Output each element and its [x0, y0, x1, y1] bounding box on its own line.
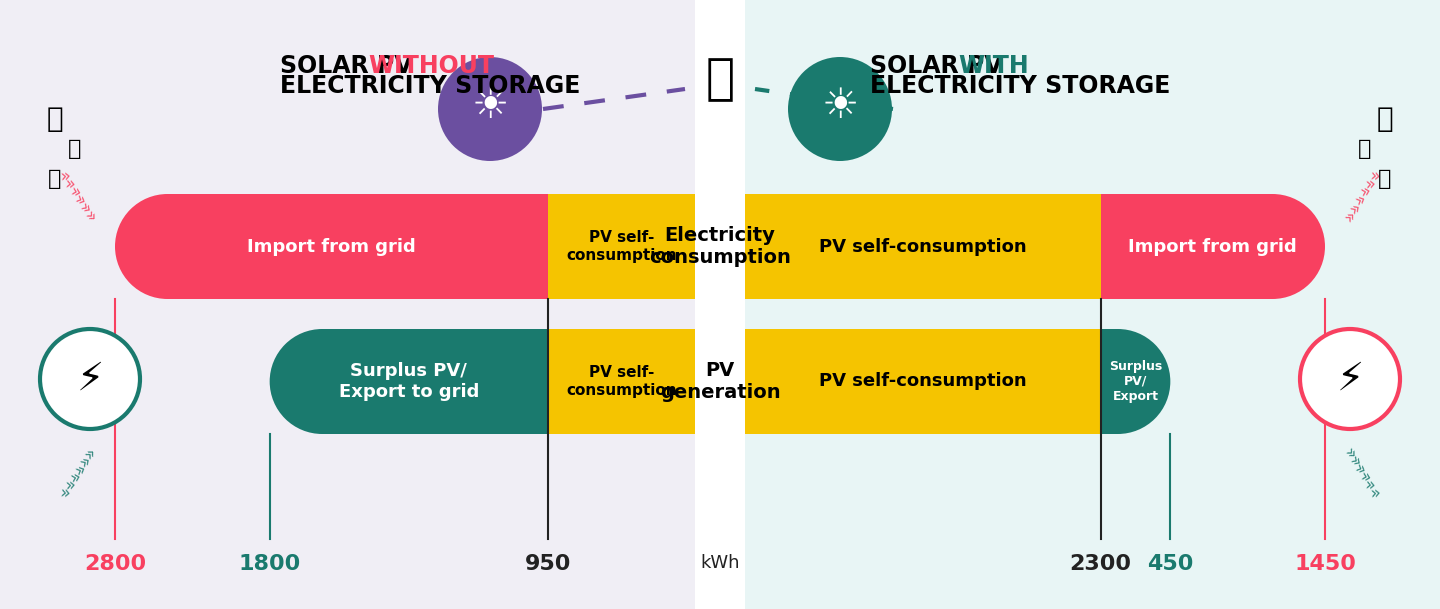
- Text: »: »: [1341, 206, 1359, 227]
- Text: WITH: WITH: [958, 54, 1028, 78]
- Text: Surplus
PV/
Export: Surplus PV/ Export: [1109, 360, 1162, 403]
- Bar: [744, 194, 1100, 299]
- Text: PV self-consumption: PV self-consumption: [819, 238, 1027, 256]
- Circle shape: [269, 329, 374, 434]
- Text: 2300: 2300: [1070, 554, 1132, 574]
- Text: »: »: [1341, 444, 1359, 464]
- Circle shape: [1066, 329, 1171, 434]
- Text: »: »: [76, 452, 95, 473]
- Text: 1450: 1450: [1295, 554, 1356, 574]
- Text: PV
generation: PV generation: [660, 361, 780, 402]
- Text: »: »: [59, 167, 71, 186]
- Text: ELECTRICITY STORAGE: ELECTRICITY STORAGE: [870, 74, 1171, 98]
- Text: 950: 950: [524, 554, 572, 574]
- FancyBboxPatch shape: [744, 0, 1440, 609]
- Text: Electricity
consumption: Electricity consumption: [649, 226, 791, 267]
- Text: »: »: [1345, 198, 1364, 219]
- Text: ☀: ☀: [471, 85, 508, 127]
- Text: 450: 450: [1148, 554, 1194, 574]
- Bar: [549, 329, 696, 434]
- Text: »: »: [76, 198, 95, 219]
- Text: »: »: [1358, 183, 1372, 203]
- Text: ELECTRICITY STORAGE: ELECTRICITY STORAGE: [279, 74, 580, 98]
- Circle shape: [788, 57, 891, 161]
- Bar: [323, 329, 696, 434]
- Text: »: »: [1352, 460, 1368, 481]
- Text: WITHOUT: WITHOUT: [369, 54, 494, 78]
- Text: 💡: 💡: [1358, 139, 1372, 159]
- Text: 2800: 2800: [84, 554, 145, 574]
- Bar: [744, 329, 1100, 434]
- Text: »: »: [1369, 485, 1381, 504]
- Text: ☀: ☀: [821, 85, 858, 127]
- Text: 📺: 📺: [46, 105, 63, 133]
- Circle shape: [40, 329, 140, 429]
- Circle shape: [1300, 329, 1400, 429]
- Text: PV self-
consumption: PV self- consumption: [566, 365, 677, 398]
- Bar: [167, 194, 696, 299]
- Text: »: »: [1369, 167, 1381, 186]
- Text: »: »: [1345, 452, 1364, 473]
- Text: PV self-consumption: PV self-consumption: [819, 373, 1027, 390]
- Bar: [744, 194, 1273, 299]
- Text: Surplus PV/
Export to grid: Surplus PV/ Export to grid: [338, 362, 480, 401]
- Text: 📺: 📺: [1377, 105, 1394, 133]
- Text: »: »: [81, 206, 99, 227]
- Circle shape: [438, 57, 541, 161]
- Text: 💡: 💡: [68, 139, 82, 159]
- Text: PV self-
consumption: PV self- consumption: [566, 230, 677, 262]
- Text: 1800: 1800: [239, 554, 301, 574]
- Text: »: »: [68, 183, 82, 203]
- Text: »: »: [1364, 175, 1375, 194]
- Text: 🔌: 🔌: [49, 169, 62, 189]
- Text: Import from grid: Import from grid: [248, 238, 416, 256]
- Text: SOLAR PV: SOLAR PV: [870, 54, 1011, 78]
- Text: kWh: kWh: [700, 554, 740, 572]
- Text: »: »: [68, 468, 82, 488]
- Text: SOLAR PV: SOLAR PV: [279, 54, 420, 78]
- Circle shape: [1220, 194, 1325, 299]
- Text: »: »: [72, 190, 88, 211]
- Text: »: »: [1352, 190, 1368, 211]
- Circle shape: [115, 194, 220, 299]
- Text: ⚡: ⚡: [76, 360, 104, 398]
- Text: ⚡: ⚡: [711, 77, 729, 101]
- Bar: [744, 329, 1117, 434]
- Text: 🏠: 🏠: [706, 55, 734, 103]
- Text: »: »: [1358, 468, 1372, 488]
- Text: »: »: [59, 485, 71, 504]
- FancyBboxPatch shape: [696, 0, 744, 609]
- Text: 🔌: 🔌: [1378, 169, 1391, 189]
- Text: »: »: [72, 460, 88, 481]
- Text: Import from grid: Import from grid: [1129, 238, 1297, 256]
- Text: ⚡: ⚡: [1336, 360, 1364, 398]
- Bar: [549, 194, 696, 299]
- Text: »: »: [81, 444, 99, 464]
- FancyBboxPatch shape: [0, 0, 696, 609]
- Text: »: »: [1364, 477, 1375, 495]
- Text: »: »: [65, 477, 76, 495]
- Text: »: »: [65, 175, 76, 194]
